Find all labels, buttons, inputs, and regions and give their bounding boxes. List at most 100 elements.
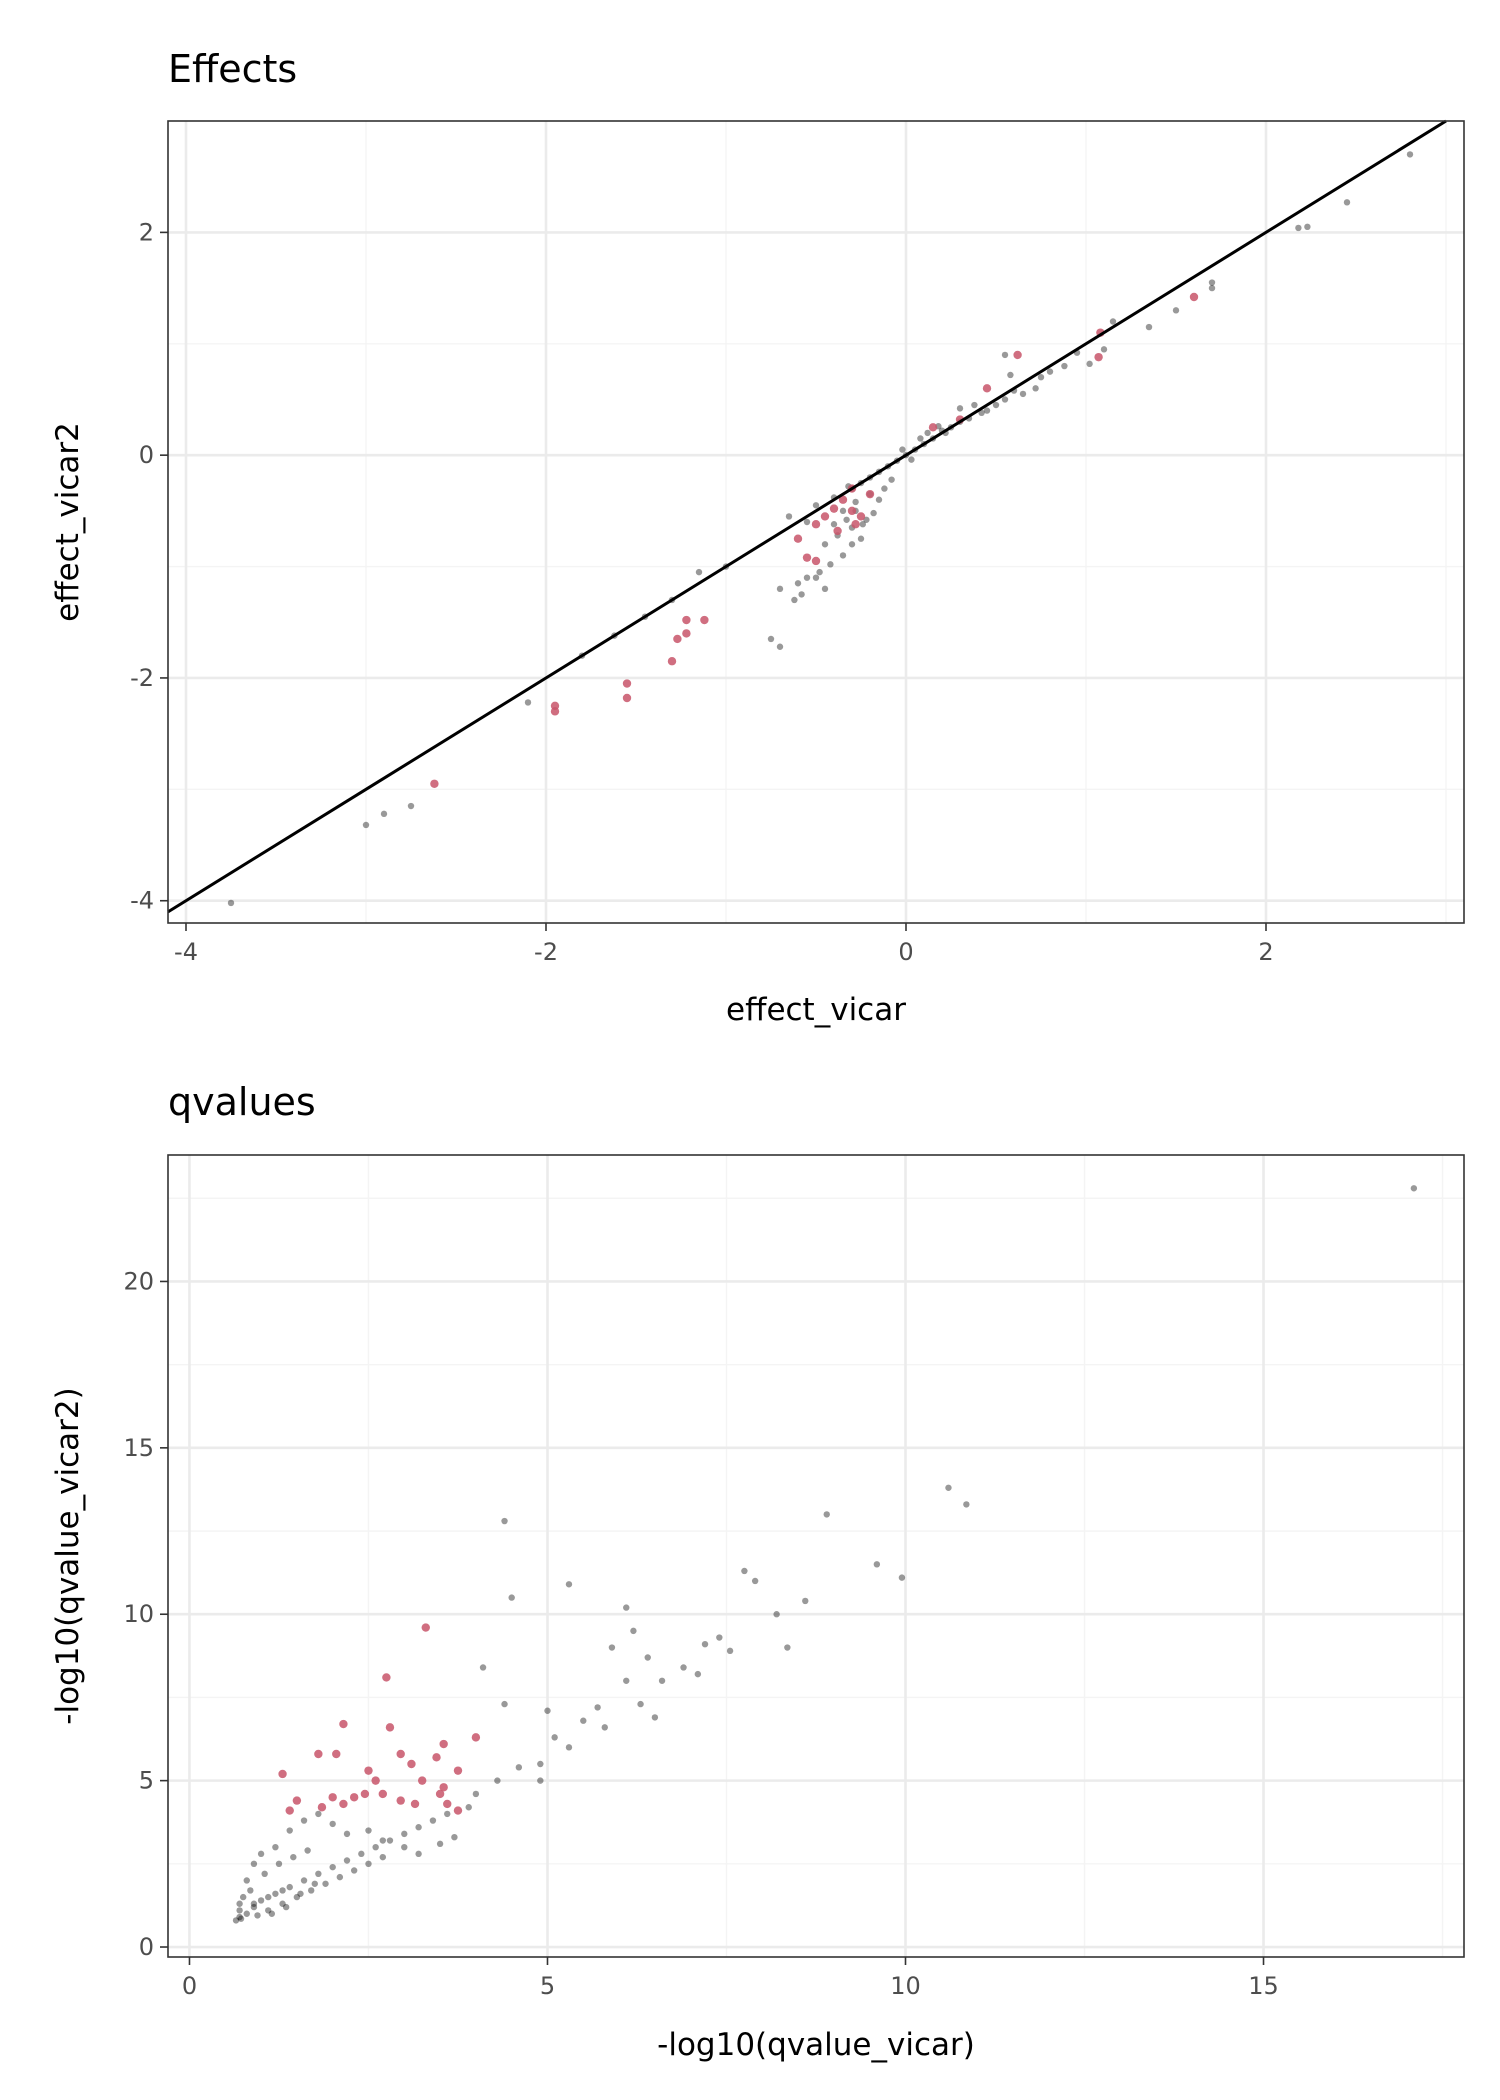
data-point [236, 1907, 243, 1914]
data-point-highlight [317, 1803, 327, 1812]
data-point [250, 1860, 258, 1868]
x-tick-label: 5 [540, 1972, 555, 2000]
data-point [1410, 1185, 1418, 1192]
data-point-highlight [982, 384, 992, 393]
data-point [275, 1860, 283, 1868]
data-point [472, 1790, 480, 1798]
data-point-highlight [673, 634, 682, 644]
data-point-highlight [700, 615, 709, 625]
data-point-highlight [328, 1793, 337, 1802]
data-point-highlight [811, 556, 821, 566]
axis-ticks: 0 5 10 15 0 5 10 15 20 [123, 1267, 1278, 2000]
data-point [1001, 351, 1009, 359]
x-tick-label: -4 [174, 938, 198, 966]
data-point [358, 1850, 365, 1858]
data-point [1086, 360, 1093, 368]
x-tick-label: 0 [898, 938, 913, 966]
data-point [465, 1804, 472, 1811]
gridlines [168, 121, 1464, 923]
data-point [551, 1734, 558, 1741]
data-point [257, 1850, 265, 1858]
data-point-highlight [453, 1806, 463, 1815]
data-point-highlight [339, 1799, 348, 1809]
y-tick-label: 15 [123, 1434, 154, 1462]
data-point [1061, 362, 1068, 370]
data-point-highlight [410, 1799, 420, 1809]
data-point [821, 585, 829, 593]
data-point [243, 1877, 250, 1884]
gridlines [168, 1155, 1464, 1957]
data-point [372, 1843, 379, 1851]
data-point [823, 1511, 830, 1518]
data-point [1406, 151, 1414, 158]
data-point [329, 1863, 336, 1871]
data-point-highlight [453, 1766, 463, 1775]
y-axis-label: effect_vicar2 [50, 422, 86, 622]
data-point [227, 899, 235, 907]
data-point [852, 498, 859, 506]
data-point [898, 1574, 906, 1581]
data-point [875, 496, 883, 503]
y-tick-label: 2 [139, 218, 154, 246]
data-point [899, 446, 906, 453]
y-tick-label: -4 [130, 887, 154, 915]
data-point-highlight [435, 1789, 445, 1799]
data-point [873, 1561, 881, 1568]
x-tick-label: -2 [534, 938, 558, 966]
data-point [908, 456, 915, 463]
data-point [816, 568, 823, 576]
axis-ticks: -4 -2 0 2 -4 -2 0 2 [130, 218, 1274, 966]
data-point-highlight [314, 1749, 323, 1759]
data-point [751, 1577, 759, 1585]
data-point-highlight [430, 779, 439, 788]
data-point [695, 568, 703, 576]
data-point [843, 516, 850, 523]
data-point [1172, 307, 1180, 314]
data-point [243, 1910, 250, 1917]
data-point [963, 1501, 970, 1508]
data-point-highlight [682, 615, 691, 625]
data-point [1109, 318, 1117, 325]
data-point-highlight [385, 1723, 395, 1732]
chart-title: Effects [168, 47, 297, 91]
qvalues-chart: qvalues 0 5 10 15 0 5 10 15 20 -log10(qvalue_vic… [50, 1080, 1465, 2063]
data-point [945, 1484, 952, 1491]
data-point [637, 1700, 644, 1708]
data-point [784, 1644, 791, 1651]
data-point-highlight [682, 629, 691, 638]
data-point [261, 1870, 268, 1878]
data-point [983, 407, 991, 414]
data-point-highlight [1189, 292, 1199, 302]
data-point [272, 1890, 279, 1897]
data-point-highlight [439, 1739, 448, 1749]
data-point [803, 574, 811, 581]
data-point [608, 1644, 616, 1651]
data-point [300, 1817, 308, 1824]
data-point [415, 1850, 422, 1858]
data-points [167, 119, 1447, 914]
data-point [386, 1837, 394, 1844]
plot-border [167, 1154, 1465, 1958]
data-point [803, 518, 811, 526]
data-point [741, 1567, 748, 1575]
data-point [917, 435, 924, 442]
data-point [651, 1714, 659, 1721]
data-point-highlight [349, 1793, 359, 1802]
data-point [791, 596, 798, 604]
data-point-highlight [332, 1749, 341, 1759]
data-point-highlight [382, 1673, 391, 1682]
data-point [565, 1581, 573, 1588]
data-point [812, 574, 820, 581]
data-point [1007, 371, 1014, 379]
y-tick-label: 20 [123, 1267, 154, 1295]
data-point-highlight [396, 1796, 405, 1805]
y-tick-label: 0 [139, 441, 154, 469]
data-point [254, 1912, 261, 1919]
x-tick-label: 0 [182, 1972, 197, 2000]
data-point [773, 1611, 780, 1618]
data-point [436, 1840, 444, 1848]
data-points [232, 1185, 1418, 1924]
data-point [286, 1883, 293, 1891]
data-point [250, 1900, 258, 1907]
data-point [501, 1517, 508, 1525]
